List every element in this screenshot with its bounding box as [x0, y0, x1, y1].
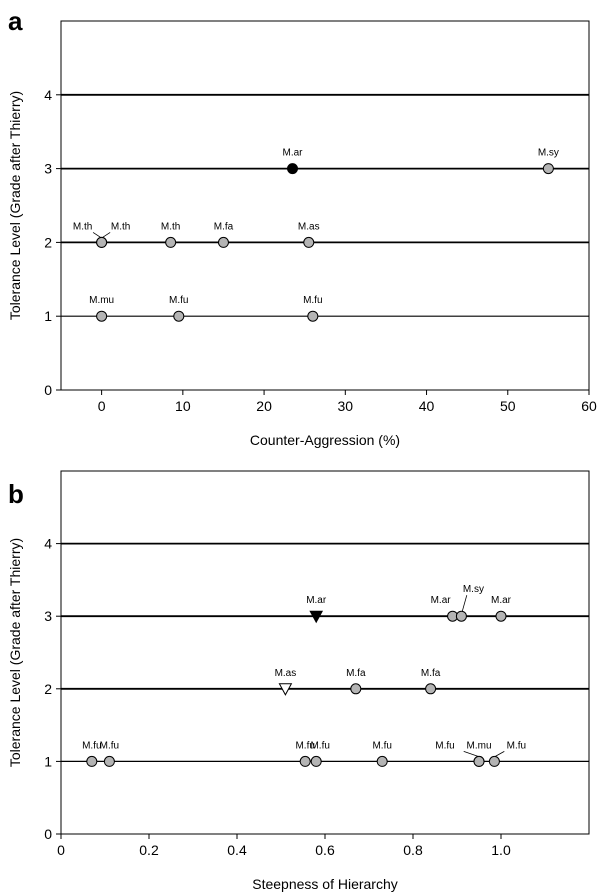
point-label: M.th	[111, 221, 130, 232]
data-point	[278, 683, 293, 696]
label-leader-line	[102, 232, 111, 238]
point-label: M.as	[298, 221, 320, 232]
point-label: M.fu	[82, 740, 101, 751]
data-point	[103, 755, 115, 767]
x-tick-label: 0.6	[315, 842, 335, 858]
point-label: M.sy	[463, 584, 484, 595]
data-point	[495, 610, 507, 622]
y-tick-label: 3	[44, 161, 52, 177]
x-tick-label: 30	[338, 398, 354, 414]
point-label: M.mu	[89, 295, 114, 306]
y-tick-label: 4	[44, 536, 52, 552]
point-label: M.sy	[538, 148, 559, 159]
panel-letter: a	[8, 6, 23, 36]
x-tick-label: 0.4	[227, 842, 247, 858]
data-point	[303, 236, 315, 248]
point-label: M.fu	[295, 740, 314, 751]
x-tick-label: 0	[57, 842, 65, 858]
x-tick-label: 0.2	[139, 842, 159, 858]
x-tick-label: 10	[175, 398, 191, 414]
point-label: M.fa	[346, 668, 366, 679]
panel-letter: b	[8, 479, 24, 509]
data-point	[96, 310, 108, 322]
point-label: M.fu	[507, 740, 526, 751]
data-point	[173, 310, 185, 322]
y-axis-label: Tolerance Level (Grade after Thierry)	[7, 91, 23, 320]
plot-frame	[60, 470, 590, 835]
x-axis-label: Steepness of Hierarchy	[252, 876, 398, 892]
data-point	[425, 683, 437, 695]
label-leader-line	[92, 232, 101, 238]
point-label: M.th	[73, 221, 92, 232]
label-leader-line	[463, 751, 479, 757]
point-label: M.fu	[303, 295, 322, 306]
x-tick-label: 20	[256, 398, 272, 414]
plot-frame	[60, 20, 590, 391]
x-tick-label: 60	[581, 398, 597, 414]
point-label: M.ar	[306, 595, 327, 606]
y-tick-label: 0	[44, 826, 52, 842]
point-label: M.fa	[214, 221, 234, 232]
x-tick-label: 0	[98, 398, 106, 414]
y-tick-label: 1	[44, 753, 52, 769]
x-tick-label: 0.8	[403, 842, 423, 858]
label-leader-line	[461, 595, 468, 612]
point-label: M.ar	[283, 148, 304, 159]
point-label: M.mu	[467, 740, 492, 751]
data-point	[350, 683, 362, 695]
point-label: M.fu	[100, 740, 119, 751]
data-point	[473, 755, 485, 767]
y-tick-label: 2	[44, 681, 52, 697]
chart-panel-b: b 0 1 2 3 4 0 0.2 0.4 0.6 0.8 1.0 Steepness of Hiera…	[7, 470, 590, 892]
data-point	[287, 163, 299, 175]
point-label: M.th	[161, 221, 180, 232]
point-label: M.fu	[310, 740, 329, 751]
y-tick-label: 1	[44, 308, 52, 324]
data-point	[310, 755, 322, 767]
point-label: M.ar	[431, 595, 452, 606]
x-tick-label: 50	[500, 398, 516, 414]
y-tick-label: 4	[44, 87, 52, 103]
x-tick-label: 40	[419, 398, 435, 414]
y-tick-label: 0	[44, 382, 52, 398]
point-label: M.fu	[435, 740, 454, 751]
y-tick-label: 3	[44, 608, 52, 624]
y-tick-label: 2	[44, 234, 52, 250]
data-point	[307, 310, 319, 322]
point-label: M.fu	[169, 295, 188, 306]
data-point	[96, 236, 108, 248]
y-axis-label: Tolerance Level (Grade after Thierry)	[7, 538, 23, 767]
data-point	[488, 755, 500, 767]
point-label: M.fa	[421, 668, 441, 679]
data-point	[217, 236, 229, 248]
label-leader-line	[495, 751, 505, 757]
data-point	[299, 755, 311, 767]
data-point	[86, 755, 98, 767]
data-point	[376, 755, 388, 767]
x-axis-label: Counter-Aggression (%)	[250, 432, 400, 448]
x-tick-label: 1.0	[491, 842, 511, 858]
data-point	[309, 610, 324, 624]
data-point	[542, 163, 554, 175]
data-point	[165, 236, 177, 248]
point-label: M.fu	[372, 740, 391, 751]
data-point	[455, 610, 467, 622]
point-label: M.as	[275, 668, 297, 679]
point-label: M.ar	[491, 595, 512, 606]
